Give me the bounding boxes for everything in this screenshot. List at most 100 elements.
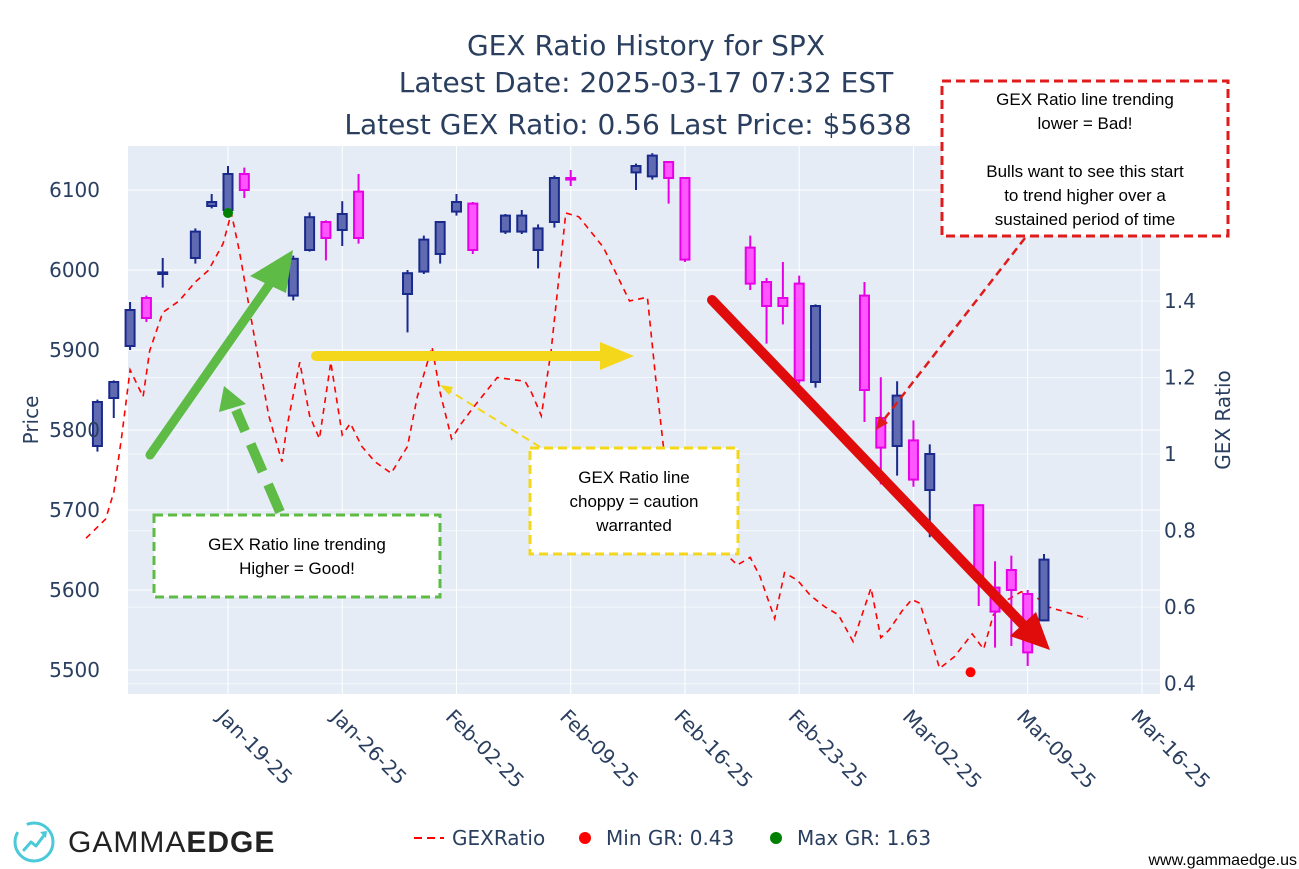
candle-body	[744, 246, 756, 285]
candle-body	[858, 294, 870, 392]
x-tick-label: Mar-16-25	[1126, 705, 1215, 794]
candle-body	[287, 257, 299, 297]
candle	[320, 220, 332, 261]
y-tick-label: 5500	[49, 658, 100, 682]
candle-body	[907, 439, 919, 481]
candle	[450, 194, 462, 216]
candle-body	[450, 201, 462, 213]
y2-axis-title: GEX Ratio	[1211, 370, 1235, 470]
x-tick-label: Feb-16-25	[669, 705, 757, 793]
x-tick-label: Feb-23-25	[784, 705, 872, 793]
candle-body	[108, 381, 120, 399]
candle	[516, 210, 528, 234]
candle	[810, 304, 822, 388]
x-tick-label: Mar-02-25	[898, 705, 987, 794]
y-axis-ticks: 5500 5600 5700 5800 5900 6000 6100	[49, 178, 100, 682]
yellow-dashed-pointer	[440, 385, 541, 448]
chart-title-line3: Latest GEX Ratio: 0.56 Last Price: $5638	[344, 108, 911, 141]
candle-body	[124, 309, 136, 347]
candle	[238, 167, 250, 198]
candle	[434, 221, 446, 264]
y-tick-label: 5700	[49, 498, 100, 522]
candle-body	[924, 453, 936, 491]
y-tick-label: 6000	[49, 258, 100, 282]
candle-body	[646, 154, 658, 178]
candle-body	[761, 281, 773, 307]
y2-tick-label: 1.4	[1164, 289, 1196, 313]
candle-body	[891, 394, 903, 448]
candle	[91, 399, 103, 452]
candle	[336, 201, 348, 246]
candle	[646, 153, 658, 180]
x-tick-label: Feb-02-25	[441, 705, 529, 793]
y2-tick-label: 1	[1164, 442, 1177, 466]
candle-body	[353, 190, 365, 240]
gexratio-line	[85, 211, 1089, 670]
candle	[907, 420, 919, 487]
candle-body	[793, 282, 805, 382]
candle	[630, 163, 642, 190]
chart-title-line2: Latest Date: 2025-03-17 07:32 EST	[399, 66, 894, 99]
annotation-higher-good: GEX Ratio line trending Higher = Good!	[152, 513, 442, 599]
candle	[140, 295, 152, 322]
candle	[467, 202, 479, 254]
candle-body	[91, 401, 103, 447]
candle-body	[973, 504, 985, 580]
candle	[793, 275, 805, 384]
chart-title-line1: GEX Ratio History for SPX	[467, 29, 825, 62]
candle-body	[548, 177, 560, 223]
candle	[418, 235, 430, 274]
green-dashed-arrow	[219, 386, 285, 514]
candle	[499, 214, 511, 234]
candle	[858, 282, 870, 422]
candle	[1038, 554, 1050, 622]
annotation-lower-bad-line1: GEX Ratio line trending	[996, 90, 1174, 109]
candle-body	[630, 165, 642, 174]
candle-body	[516, 214, 528, 233]
candle-body	[304, 216, 316, 251]
candle	[663, 161, 675, 204]
candle	[679, 177, 691, 262]
candle	[287, 255, 299, 301]
y2-tick-label: 0.8	[1164, 519, 1196, 543]
candle	[157, 258, 169, 288]
candle-body	[320, 221, 332, 239]
annotation-choppy-line1: GEX Ratio line	[578, 468, 690, 487]
candle-body	[663, 161, 675, 179]
x-tick-label: Feb-09-25	[555, 705, 643, 793]
annotation-lower-bad-line4: Bulls want to see this start	[986, 162, 1184, 181]
annotation-lower-bad-line2: lower = Bad!	[1038, 114, 1133, 133]
x-tick-label: Mar-09-25	[1012, 705, 1101, 794]
candle	[1005, 555, 1017, 646]
candle	[891, 381, 903, 476]
candle-body	[206, 201, 218, 207]
y2-axis-ticks: 0.4 0.6 0.8 1 1.2 1.4	[1164, 289, 1196, 696]
x-tick-label: Jan-26-25	[325, 703, 411, 789]
y-axis-title: Price	[19, 396, 43, 445]
candle-body	[777, 297, 789, 307]
candle	[124, 302, 136, 350]
brand-name-light: GAMMA	[68, 826, 186, 859]
annotation-choppy-line3: warranted	[595, 516, 672, 535]
max-gr-marker	[223, 207, 233, 218]
candle	[761, 278, 773, 344]
candle	[189, 228, 201, 264]
candle-body	[434, 221, 446, 255]
candle	[548, 175, 560, 228]
candle-body	[1005, 569, 1017, 591]
x-axis-ticks: Jan-19-25 Jan-26-25 Feb-02-25 Feb-09-25 Feb-…	[211, 703, 1215, 793]
y-tick-label: 5800	[49, 418, 100, 442]
candle-body	[499, 214, 511, 233]
annotation-choppy-caution: GEX Ratio line choppy = caution warrante…	[528, 446, 740, 556]
annotation-choppy-line2: choppy = caution	[569, 492, 698, 511]
candle	[532, 224, 544, 269]
red-dashed-pointer	[876, 237, 1026, 430]
y2-tick-label: 0.4	[1164, 672, 1196, 696]
candle-body	[467, 202, 479, 252]
legend-gexratio-label: GEXRatio	[452, 826, 545, 850]
legend-max-label: Max GR: 1.63	[797, 826, 931, 850]
candle	[353, 174, 365, 244]
annotation-higher-good-line1: GEX Ratio line trending	[208, 535, 386, 554]
candle	[777, 262, 789, 325]
candlesticks	[91, 153, 1050, 666]
